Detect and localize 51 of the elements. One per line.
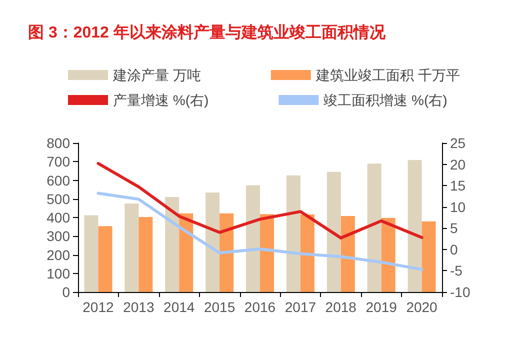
y-tick-label: 600 (46, 172, 70, 188)
bar (340, 216, 355, 292)
bar (381, 218, 396, 292)
line-series (96, 192, 424, 271)
x-tick-label: 2017 (284, 299, 316, 315)
legend-label: 产量增速 %(右) (113, 92, 209, 108)
x-tick-label: 2013 (123, 299, 154, 315)
bar (124, 204, 139, 292)
chart-title: 图 3：2012 年以来涂料产量与建筑业竣工面积情况 (28, 24, 386, 42)
legend-label: 竣工面积增速 %(右) (324, 92, 448, 108)
y-tick-label: 800 (46, 135, 70, 151)
y2-tick-label: 15 (450, 178, 466, 194)
y2-tick-label: 10 (450, 198, 466, 215)
y2-tick-label: 25 (450, 135, 466, 151)
x-tick-label: 2018 (325, 299, 357, 315)
x-tick-label: 2015 (204, 299, 236, 315)
y-tick-label: 500 (46, 190, 70, 207)
bar (326, 172, 341, 292)
bar (408, 160, 422, 292)
bar (84, 215, 98, 292)
bar (422, 221, 436, 292)
x-tick-label: 2016 (244, 299, 276, 315)
bar (246, 185, 260, 292)
bar (98, 226, 112, 292)
y2-tick-label: 5 (450, 220, 458, 236)
y-tick-label: 0 (62, 284, 70, 300)
y2-tick-label: 0 (450, 241, 458, 258)
y2-tick-label: 20 (450, 156, 466, 172)
bar (165, 197, 180, 292)
x-tick-label: 2020 (406, 299, 438, 315)
bar (367, 164, 382, 292)
y-tick-label: 200 (46, 246, 70, 263)
y2-tick-label: -10 (450, 284, 470, 300)
y-tick-label: 300 (46, 228, 70, 244)
y2-tick-label: -5 (450, 262, 463, 279)
legend-label: 建筑业竣工面积 千万平 (314, 67, 460, 83)
bar (179, 213, 194, 292)
x-tick-label: 2012 (82, 299, 114, 315)
bar (220, 213, 234, 292)
x-tick-label: 2014 (164, 299, 195, 315)
bar (138, 216, 153, 292)
y-tick-label: 400 (46, 210, 70, 226)
bar (300, 214, 314, 292)
legend-label: 建涂产量 万吨 (112, 67, 201, 83)
y-tick-label: 700 (46, 154, 70, 170)
x-tick-label: 2019 (366, 299, 398, 315)
bar (260, 214, 274, 292)
line-series (96, 162, 424, 240)
y-tick-label: 100 (46, 265, 70, 282)
bar (286, 175, 300, 292)
bar (206, 192, 220, 292)
